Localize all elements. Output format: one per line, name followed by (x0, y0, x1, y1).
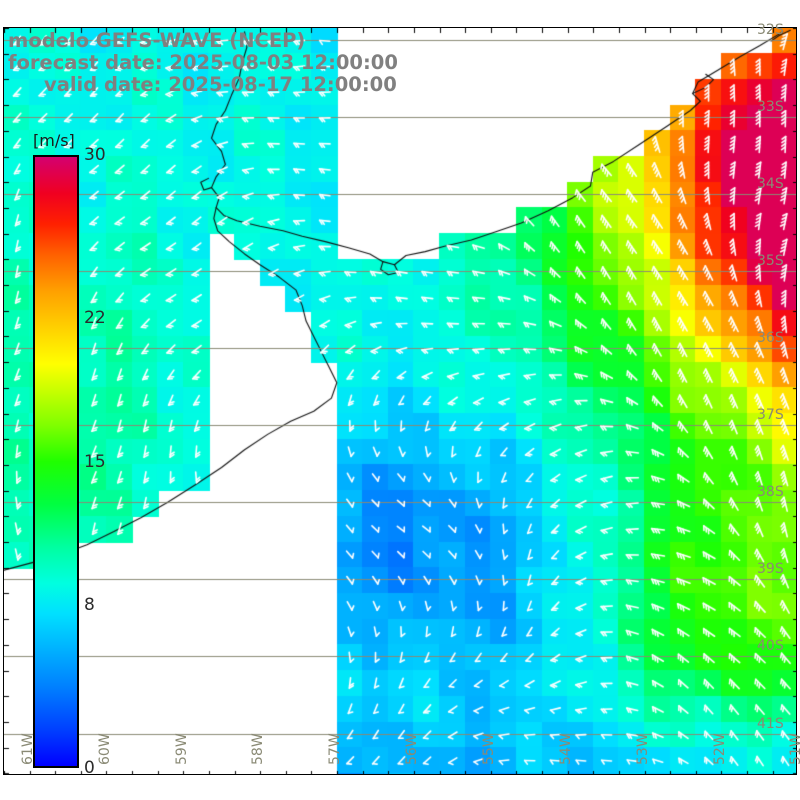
forecast-date-label: forecast date: 2025-08-03 12:00:00 (8, 51, 398, 74)
colorbar-unit-label: [m/s] (33, 131, 75, 150)
colorbar-gradient (35, 157, 77, 766)
latitude-label-41S: 41S (757, 715, 784, 732)
longitude-label-52W: 52W (711, 733, 728, 765)
colorbar-tick-15: 15 (84, 451, 106, 472)
longitude-label-57W: 57W (327, 733, 344, 765)
longitude-label-58W: 58W (250, 733, 267, 765)
colorbar-tick-22: 22 (84, 308, 106, 329)
valid-date-label: valid date: 2025-08-17 12:00:00 (44, 73, 397, 96)
longitude-label-56W: 56W (404, 733, 421, 765)
longitude-label-60W: 60W (96, 733, 113, 765)
latitude-label-32S: 32S (757, 21, 784, 38)
longitude-label-54W: 54W (557, 733, 574, 765)
longitude-label-59W: 59W (173, 733, 190, 765)
colorbar-tick-0: 0 (84, 758, 95, 778)
latitude-label-36S: 36S (757, 330, 784, 347)
colorbar-tick-8: 8 (84, 594, 95, 615)
latitude-label-40S: 40S (757, 638, 784, 655)
latitude-label-38S: 38S (757, 484, 784, 501)
latitude-label-35S: 35S (757, 252, 784, 269)
longitude-label-51W: 51W (788, 733, 800, 765)
latitude-label-39S: 39S (757, 561, 784, 578)
latitude-label-33S: 33S (757, 98, 784, 115)
colorbar[interactable] (33, 155, 79, 768)
map-plot-frame[interactable] (3, 27, 797, 775)
model-title: modelo GEFS-WAVE (NCEP) (8, 29, 306, 52)
latitude-label-37S: 37S (757, 407, 784, 424)
longitude-label-53W: 53W (634, 733, 651, 765)
colorbar-tick-30: 30 (84, 145, 106, 165)
longitude-label-55W: 55W (481, 733, 498, 765)
axis-tick-marks (4, 28, 796, 774)
latitude-label-34S: 34S (757, 175, 784, 192)
